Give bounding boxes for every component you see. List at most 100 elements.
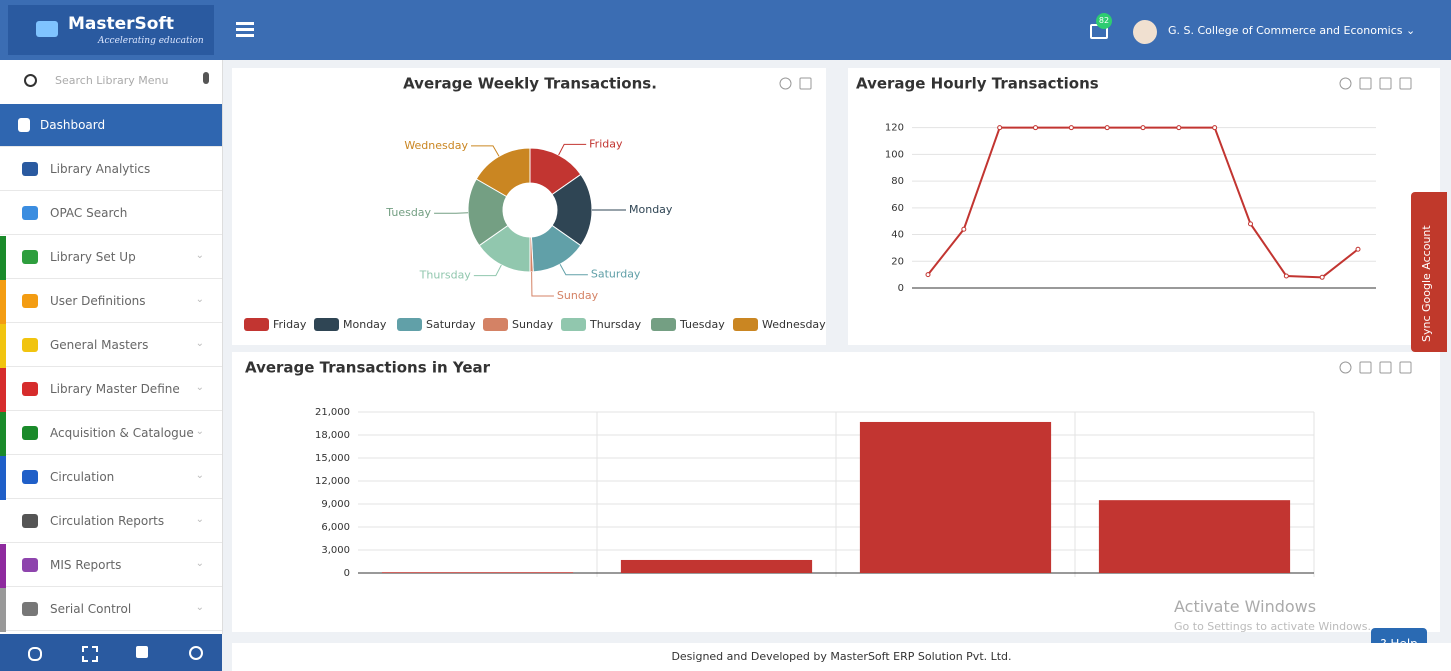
point [998, 126, 1002, 130]
menu-label: Library Master Define [50, 382, 180, 396]
menu-label: MIS Reports [50, 558, 121, 572]
toolbox-button[interactable] [780, 78, 791, 89]
bar [860, 422, 1051, 573]
label-line [559, 144, 587, 155]
chevron[interactable]: ⌄ [196, 294, 204, 305]
logo-tagline: Accelerating education [98, 36, 204, 46]
toolbox-button[interactable] [1400, 362, 1411, 373]
label-line [560, 264, 588, 274]
menu-item[interactable]: Circulation Reports⌄ [0, 500, 222, 543]
chevron[interactable]: ⌄ [196, 426, 204, 437]
menu-toggle[interactable] [236, 22, 254, 25]
legend-swatch [733, 318, 758, 331]
chevron[interactable]: ⌄ [196, 338, 204, 349]
page: MasterSoft Accelerating education 82 G. … [0, 0, 1451, 671]
menu-icon [18, 118, 30, 132]
menu-item[interactable]: OPAC Search [0, 192, 222, 235]
bar [1099, 500, 1290, 573]
menu-item[interactable]: Serial Control ⌄ [0, 588, 222, 631]
mic-icon[interactable] [203, 72, 209, 84]
avatar[interactable] [1133, 20, 1157, 44]
legend-swatch [244, 318, 269, 331]
watermark-subtitle: Go to Settings to activate Windows. [1174, 620, 1371, 633]
y-tick-label: 120 [885, 123, 904, 134]
menu-item[interactable]: MIS Reports ⌄ [0, 544, 222, 587]
point [1141, 126, 1145, 130]
slice-label: Saturday [591, 268, 641, 281]
menu-item[interactable]: Library Master Define ⌄ [0, 368, 222, 411]
sync-button[interactable]: Sync Google Account [1411, 192, 1447, 352]
menu-item[interactable]: General Masters⌄ [0, 324, 222, 367]
chevron[interactable]: ⌄ [196, 514, 204, 525]
logout-button[interactable] [189, 646, 203, 660]
point [1034, 126, 1038, 130]
slice-label: Sunday [557, 289, 599, 302]
menu-icon [22, 382, 38, 396]
footer: Designed and Developed by MasterSoft ERP… [232, 643, 1451, 671]
slice-label: Monday [629, 203, 673, 216]
y-tick-label: 100 [885, 149, 904, 160]
toolbox-button[interactable] [1360, 78, 1371, 89]
legend-label: Monday [343, 318, 387, 331]
toolbox-button[interactable] [1360, 362, 1371, 373]
logo[interactable]: MasterSoft Accelerating education [8, 5, 214, 55]
slice-label: Wednesday [404, 139, 468, 152]
menu-item[interactable]: User Definitions⌄ [0, 280, 222, 323]
point [1356, 247, 1360, 251]
chevron[interactable]: ⌄ [196, 382, 204, 393]
toolbox-button[interactable] [800, 78, 811, 89]
notification-badge: 82 [1096, 13, 1112, 29]
menu-label: Circulation [50, 470, 114, 484]
point [1213, 126, 1217, 130]
logo-text: MasterSoft [68, 14, 174, 34]
sidebar-toolbar [0, 634, 222, 671]
menu-icon [22, 162, 38, 176]
menu-label: Serial Control [50, 602, 131, 616]
toolbox-button[interactable] [1340, 362, 1351, 373]
chevron[interactable]: ⌄ [196, 250, 204, 261]
search-box[interactable]: Search Library Menu [0, 60, 222, 105]
menu-label: Library Set Up [50, 250, 136, 264]
toolbox-button[interactable] [1400, 78, 1411, 89]
header: MasterSoft Accelerating education 82 G. … [0, 0, 1451, 60]
chevron[interactable]: ⌄ [196, 602, 204, 613]
menu-strip [0, 280, 6, 324]
toolbox-button[interactable] [1380, 78, 1391, 89]
y-tick-label: 80 [891, 176, 904, 187]
menu-item[interactable]: Dashboard [0, 104, 222, 147]
y-tick-label: 40 [891, 230, 904, 241]
chevron[interactable]: ⌄ [196, 558, 204, 569]
lock-button[interactable] [136, 646, 148, 658]
menu-item[interactable]: Library Analytics [0, 148, 222, 191]
label-line [434, 213, 468, 214]
logo-icon [36, 21, 58, 37]
legend-swatch [397, 318, 422, 331]
toolbox-button[interactable] [1380, 362, 1391, 373]
yearly-panel: Average Transactions in Year03,0006,0009… [232, 352, 1440, 632]
menu-label: Acquisition & Catalogue [50, 426, 194, 440]
college-name[interactable]: G. S. College of Commerce and Economics … [1168, 24, 1415, 37]
label-line [532, 272, 554, 296]
college-text: G. S. College of Commerce and Economics [1168, 24, 1403, 37]
toolbox-button[interactable] [1340, 78, 1351, 89]
menu-icon [22, 514, 38, 528]
point [926, 273, 930, 277]
settings-button[interactable] [28, 647, 42, 661]
chevron[interactable]: ⌄ [196, 470, 204, 481]
y-tick-label: 15,000 [315, 453, 350, 464]
menu-icon [22, 426, 38, 440]
menu-strip [0, 412, 6, 456]
menu-item[interactable]: Acquisition & Catalogue⌄ [0, 412, 222, 455]
menu-strip [0, 324, 6, 368]
menu-icon [22, 338, 38, 352]
menu-strip [0, 588, 6, 632]
fullscreen-button[interactable] [82, 646, 98, 662]
legend-label: Wednesday [762, 318, 826, 331]
footer-text: Designed and Developed by MasterSoft ERP… [671, 650, 1011, 663]
menu-strip [0, 456, 6, 500]
menu-item[interactable]: Circulation ⌄ [0, 456, 222, 499]
point [1320, 275, 1324, 279]
menu-item[interactable]: Library Set Up ⌄ [0, 236, 222, 279]
menu-strip [0, 236, 6, 280]
